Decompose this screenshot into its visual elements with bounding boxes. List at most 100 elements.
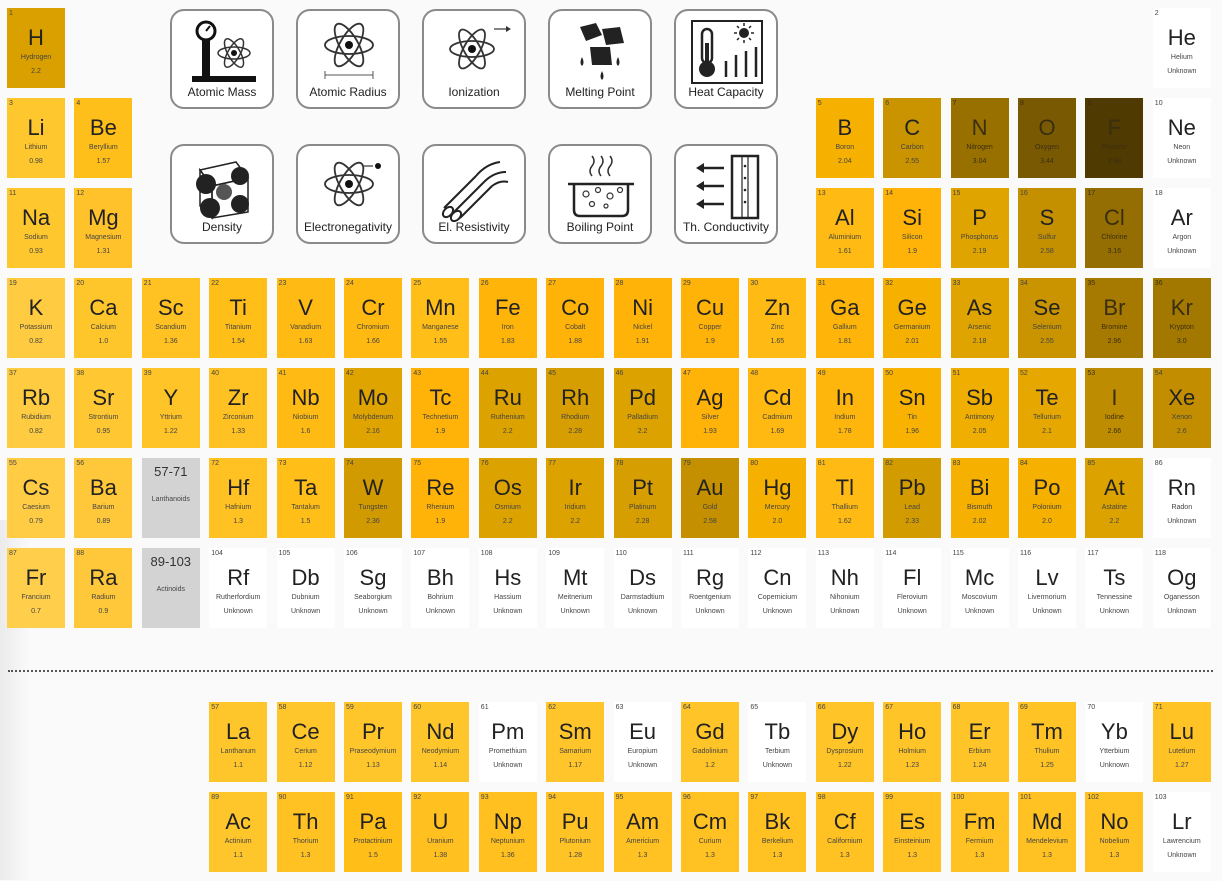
element-cell-nd[interactable]: 60 Nd Neodymium 1.14 <box>411 702 470 782</box>
element-cell-cl[interactable]: 17 Cl Chlorine 3.16 <box>1085 188 1144 268</box>
element-cell-rg[interactable]: 111 Rg Roentgenium Unknown <box>681 548 739 628</box>
element-cell-bk[interactable]: 97 Bk Berkelium 1.3 <box>748 792 807 872</box>
melting-point-button[interactable]: Melting Point <box>548 9 652 109</box>
element-cell-ho[interactable]: 67 Ho Holmium 1.23 <box>883 702 942 782</box>
element-cell-bh[interactable]: 107 Bh Bohrium Unknown <box>411 548 470 628</box>
element-cell-hf[interactable]: 72 Hf Hafnium 1.3 <box>209 458 268 538</box>
element-cell-la[interactable]: 57 La Lanthanum 1.1 <box>209 702 268 782</box>
element-cell-mn[interactable]: 25 Mn Manganese 1.55 <box>411 278 470 358</box>
element-cell-ir[interactable]: 77 Ir Iridium 2.2 <box>546 458 605 538</box>
element-cell-ds[interactable]: 110 Ds Darmstadtium Unknown <box>613 548 672 628</box>
element-cell-rb[interactable]: 37 Rb Rubidium 0.82 <box>7 368 65 448</box>
element-cell-he[interactable]: 2 He Helium Unknown <box>1152 8 1211 88</box>
element-cell-i[interactable]: 53 I Iodine 2.66 <box>1085 368 1144 448</box>
element-cell-nb[interactable]: 41 Nb Niobium 1.6 <box>276 368 335 448</box>
element-cell-mc[interactable]: 115 Mc Moscovium Unknown <box>950 548 1009 628</box>
element-cell-yb[interactable]: 70 Yb Ytterbium Unknown <box>1085 702 1144 782</box>
atomic-mass-button[interactable]: Atomic Mass <box>170 9 274 109</box>
element-cell-mg[interactable]: 12 Mg Magnesium 1.31 <box>74 188 133 268</box>
element-cell-ta[interactable]: 73 Ta Tantalum 1.5 <box>276 458 335 538</box>
th-conductivity-button[interactable]: Th. Conductivity <box>674 144 778 244</box>
element-cell-re[interactable]: 75 Re Rhenium 1.9 <box>411 458 470 538</box>
atomic-radius-button[interactable]: Atomic Radius <box>296 9 400 109</box>
element-cell-s[interactable]: 16 S Sulfur 2.58 <box>1018 188 1076 268</box>
series-placeholder-actinoids[interactable]: 89-103 Actinoids <box>141 548 200 628</box>
element-cell-au[interactable]: 79 Au Gold 2.58 <box>681 458 739 538</box>
element-cell-te[interactable]: 52 Te Tellurium 2.1 <box>1018 368 1076 448</box>
element-cell-tc[interactable]: 43 Tc Technetium 1.9 <box>411 368 470 448</box>
element-cell-ni[interactable]: 28 Ni Nickel 1.91 <box>613 278 672 358</box>
element-cell-co[interactable]: 27 Co Cobalt 1.88 <box>546 278 605 358</box>
electronegativity-button[interactable]: Electronegativity <box>296 144 400 244</box>
element-cell-rf[interactable]: 104 Rf Rutherfordium Unknown <box>209 548 268 628</box>
element-cell-nh[interactable]: 113 Nh Nihonium Unknown <box>815 548 874 628</box>
element-cell-es[interactable]: 99 Es Einsteinium 1.3 <box>883 792 942 872</box>
element-cell-se[interactable]: 34 Se Selenium 2.55 <box>1018 278 1076 358</box>
element-cell-ne[interactable]: 10 Ne Neon Unknown <box>1152 98 1211 178</box>
element-cell-fl[interactable]: 114 Fl Flerovium Unknown <box>883 548 942 628</box>
element-cell-br[interactable]: 35 Br Bromine 2.96 <box>1085 278 1144 358</box>
element-cell-rn[interactable]: 86 Rn Radon Unknown <box>1152 458 1211 538</box>
element-cell-bi[interactable]: 83 Bi Bismuth 2.02 <box>950 458 1009 538</box>
element-cell-be[interactable]: 4 Be Beryllium 1.57 <box>74 98 133 178</box>
element-cell-pa[interactable]: 91 Pa Protactinium 1.5 <box>344 792 402 872</box>
element-cell-as[interactable]: 33 As Arsenic 2.18 <box>950 278 1009 358</box>
element-cell-y[interactable]: 39 Y Yttrium 1.22 <box>141 368 200 448</box>
element-cell-lr[interactable]: 103 Lr Lawrencium Unknown <box>1152 792 1211 872</box>
element-cell-li[interactable]: 3 Li Lithium 0.98 <box>7 98 65 178</box>
element-cell-tm[interactable]: 69 Tm Thulium 1.25 <box>1018 702 1076 782</box>
element-cell-h[interactable]: 1 H Hydrogen 2.2 <box>7 8 65 88</box>
element-cell-mt[interactable]: 109 Mt Meitnerium Unknown <box>546 548 605 628</box>
element-cell-sg[interactable]: 106 Sg Seaborgium Unknown <box>344 548 402 628</box>
element-cell-pt[interactable]: 78 Pt Platinum 2.28 <box>613 458 672 538</box>
element-cell-pm[interactable]: 61 Pm Promethium Unknown <box>478 702 537 782</box>
element-cell-at[interactable]: 85 At Astatine 2.2 <box>1085 458 1144 538</box>
element-cell-si[interactable]: 14 Si Silicon 1.9 <box>883 188 942 268</box>
element-cell-p[interactable]: 15 P Phosphorus 2.19 <box>950 188 1009 268</box>
element-cell-gd[interactable]: 64 Gd Gadolinium 1.2 <box>681 702 739 782</box>
element-cell-cf[interactable]: 98 Cf Californium 1.3 <box>815 792 874 872</box>
element-cell-no[interactable]: 102 No Nobelium 1.3 <box>1085 792 1144 872</box>
element-cell-hs[interactable]: 108 Hs Hassium Unknown <box>478 548 537 628</box>
element-cell-lu[interactable]: 71 Lu Lutetium 1.27 <box>1152 702 1211 782</box>
element-cell-na[interactable]: 11 Na Sodium 0.93 <box>7 188 65 268</box>
element-cell-og[interactable]: 118 Og Oganesson Unknown <box>1152 548 1211 628</box>
element-cell-f[interactable]: 9 F Fluorine 3.98 <box>1085 98 1144 178</box>
element-cell-er[interactable]: 68 Er Erbium 1.24 <box>950 702 1009 782</box>
element-cell-ge[interactable]: 32 Ge Germanium 2.01 <box>883 278 942 358</box>
element-cell-ar[interactable]: 18 Ar Argon Unknown <box>1152 188 1211 268</box>
element-cell-n[interactable]: 7 N Nitrogen 3.04 <box>950 98 1009 178</box>
element-cell-rh[interactable]: 45 Rh Rhodium 2.28 <box>546 368 605 448</box>
element-cell-ac[interactable]: 89 Ac Actinium 1.1 <box>209 792 268 872</box>
boiling-point-button[interactable]: Boiling Point <box>548 144 652 244</box>
element-cell-ba[interactable]: 56 Ba Barium 0.89 <box>74 458 133 538</box>
element-cell-c[interactable]: 6 C Carbon 2.55 <box>883 98 942 178</box>
element-cell-cr[interactable]: 24 Cr Chromium 1.66 <box>344 278 402 358</box>
element-cell-zn[interactable]: 30 Zn Zinc 1.65 <box>748 278 807 358</box>
element-cell-sc[interactable]: 21 Sc Scandium 1.36 <box>141 278 200 358</box>
element-cell-k[interactable]: 19 K Potassium 0.82 <box>7 278 65 358</box>
element-cell-dy[interactable]: 66 Dy Dysprosium 1.22 <box>815 702 874 782</box>
element-cell-zr[interactable]: 40 Zr Zirconium 1.33 <box>209 368 268 448</box>
element-cell-cm[interactable]: 96 Cm Curium 1.3 <box>681 792 739 872</box>
element-cell-sm[interactable]: 62 Sm Samarium 1.17 <box>546 702 605 782</box>
element-cell-in[interactable]: 49 In Indium 1.78 <box>815 368 874 448</box>
element-cell-db[interactable]: 105 Db Dubnium Unknown <box>276 548 335 628</box>
element-cell-fe[interactable]: 26 Fe Iron 1.83 <box>478 278 537 358</box>
element-cell-md[interactable]: 101 Md Mendelevium 1.3 <box>1018 792 1076 872</box>
element-cell-b[interactable]: 5 B Boron 2.04 <box>815 98 874 178</box>
element-cell-ts[interactable]: 117 Ts Tennessine Unknown <box>1085 548 1144 628</box>
element-cell-ag[interactable]: 47 Ag Silver 1.93 <box>681 368 739 448</box>
element-cell-hg[interactable]: 80 Hg Mercury 2.0 <box>748 458 807 538</box>
element-cell-fr[interactable]: 87 Fr Francium 0.7 <box>7 548 65 628</box>
ionization-button[interactable]: Ionization <box>422 9 526 109</box>
element-cell-u[interactable]: 92 U Uranium 1.38 <box>411 792 470 872</box>
element-cell-cu[interactable]: 29 Cu Copper 1.9 <box>681 278 739 358</box>
element-cell-ra[interactable]: 88 Ra Radium 0.9 <box>74 548 133 628</box>
el-resistivity-button[interactable]: El. Resistivity <box>422 144 526 244</box>
element-cell-fm[interactable]: 100 Fm Fermium 1.3 <box>950 792 1009 872</box>
heat-capacity-button[interactable]: Heat Capacity <box>674 9 778 109</box>
element-cell-ru[interactable]: 44 Ru Ruthenium 2.2 <box>478 368 537 448</box>
element-cell-os[interactable]: 76 Os Osmium 2.2 <box>478 458 537 538</box>
element-cell-ti[interactable]: 22 Ti Titanium 1.54 <box>209 278 268 358</box>
